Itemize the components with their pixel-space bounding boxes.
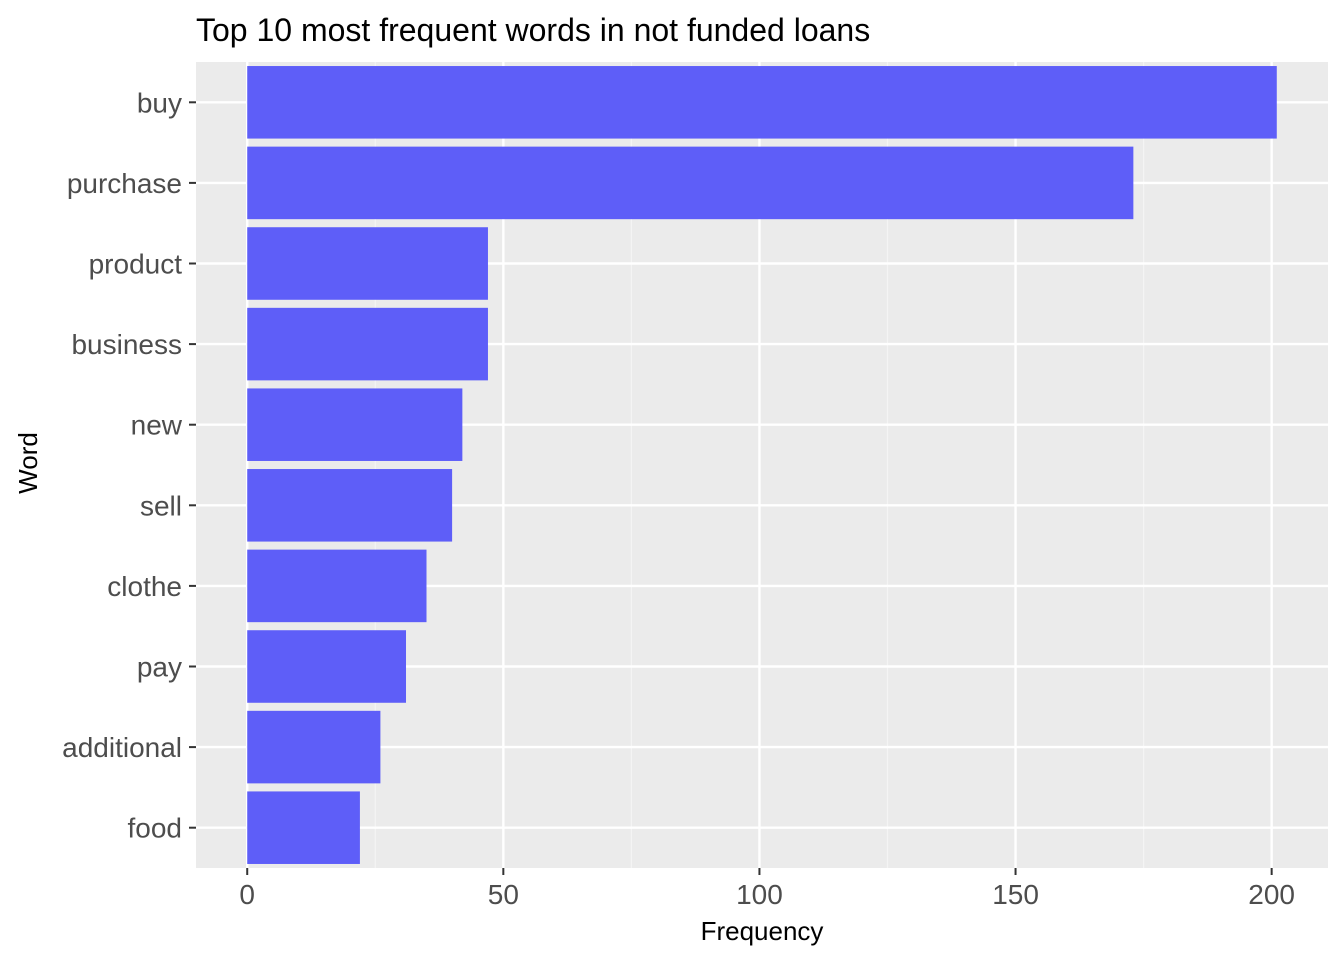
y-tick-label: sell — [140, 490, 182, 521]
x-tick-label: 50 — [488, 879, 519, 910]
bar-purchase — [247, 146, 1134, 220]
x-tick-label: 0 — [239, 879, 255, 910]
y-axis-title: Word — [13, 432, 43, 494]
chart-title: Top 10 most frequent words in not funded… — [196, 12, 870, 48]
bar-business — [247, 307, 488, 381]
bar-pay — [247, 630, 407, 703]
bar-clothe — [247, 549, 427, 623]
x-axis-title: Frequency — [701, 916, 824, 946]
x-tick-label: 150 — [992, 879, 1039, 910]
y-tick-label: pay — [137, 652, 182, 683]
y-tick-label: new — [131, 410, 183, 441]
bar-sell — [247, 469, 453, 542]
bar-buy — [247, 66, 1277, 139]
bar-new — [247, 388, 463, 461]
y-axis: buy purchase product business new sell clothe p… — [62, 87, 196, 844]
x-axis: 0 50 100 150 200 — [239, 868, 1295, 910]
y-tick-label: food — [128, 813, 183, 844]
y-tick-label: product — [89, 249, 183, 280]
x-tick-label: 200 — [1248, 879, 1295, 910]
x-tick-label: 100 — [736, 879, 783, 910]
y-tick-label: purchase — [67, 168, 182, 199]
bar-product — [247, 227, 488, 300]
y-tick-label: clothe — [107, 571, 182, 602]
bar-food — [247, 791, 360, 864]
bars — [247, 66, 1277, 864]
y-tick-label: business — [71, 329, 182, 360]
y-tick-label: buy — [137, 87, 182, 118]
y-tick-label: additional — [62, 732, 182, 763]
bar-additional — [247, 710, 381, 784]
